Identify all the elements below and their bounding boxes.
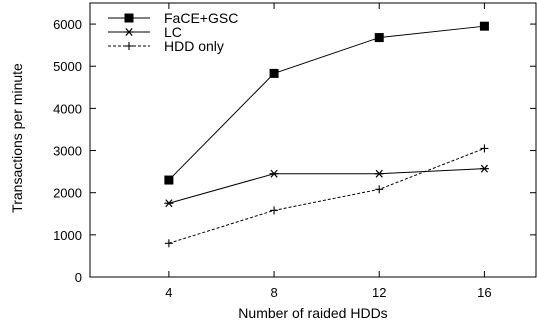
- square-marker: [269, 68, 279, 78]
- data-point-lc: [164, 199, 174, 208]
- legend-marker: [124, 28, 134, 36]
- data-point-face-gsc: [374, 33, 384, 43]
- axes: 0 1000 2000 3000 4000 5000 6000 4 8 12 16: [53, 2, 537, 300]
- square-marker: [124, 13, 134, 23]
- data-point-hdd-only: [480, 144, 489, 153]
- data-point-face-gsc: [269, 68, 279, 78]
- series-hdd-only: [164, 144, 489, 248]
- y-tick-label: 3000: [53, 144, 82, 159]
- legend-entry-face-gsc: FaCE+GSC: [108, 10, 238, 26]
- legend-marker: [124, 13, 134, 23]
- data-point-face-gsc: [479, 21, 489, 31]
- data-point-lc: [374, 169, 384, 178]
- legend-marker: [125, 42, 133, 50]
- x-tick-label: 12: [372, 285, 386, 300]
- square-marker: [479, 21, 489, 31]
- y-tick-label: 4000: [53, 101, 82, 116]
- asterisk-stroke: [375, 169, 383, 178]
- legend-label: FaCE+GSC: [164, 10, 238, 26]
- asterisk-stroke: [270, 169, 278, 178]
- square-marker: [164, 175, 174, 185]
- series-line-hdd-only: [168, 147, 485, 244]
- data-point-hdd-only: [375, 185, 384, 194]
- y-axis-title: Transactions per minute: [9, 63, 25, 213]
- square-marker: [374, 33, 384, 43]
- series-line-face-gsc: [168, 25, 485, 181]
- y-tick-label: 5000: [53, 59, 82, 74]
- plot-frame: [89, 2, 537, 278]
- series-line-lc: [168, 168, 485, 204]
- data-point-face-gsc: [164, 175, 174, 185]
- data-point-lc: [269, 169, 279, 178]
- x-tick-label: 16: [477, 285, 491, 300]
- legend-entry-hdd-only: HDD only: [108, 38, 224, 54]
- x-axis-title: Number of raided HDDs: [238, 305, 387, 321]
- data-point-hdd-only: [164, 239, 173, 248]
- asterisk-stroke: [125, 28, 133, 36]
- legend-label: LC: [164, 24, 182, 40]
- data-point-lc: [479, 164, 489, 173]
- legend-entry-lc: LC: [108, 24, 182, 40]
- series-lc: [164, 164, 489, 208]
- y-tick-label: 2000: [53, 186, 82, 201]
- asterisk-stroke: [165, 199, 173, 208]
- series-layer: [164, 21, 489, 248]
- data-point-hdd-only: [270, 206, 279, 215]
- y-tick-label: 0: [75, 270, 82, 285]
- legend-label: HDD only: [164, 38, 224, 54]
- series-face-gsc: [164, 21, 489, 185]
- asterisk-stroke: [480, 164, 489, 173]
- x-tick-label: 8: [270, 285, 277, 300]
- y-tick-label: 6000: [53, 17, 82, 32]
- y-tick-label: 1000: [53, 228, 82, 243]
- x-tick-label: 4: [165, 285, 172, 300]
